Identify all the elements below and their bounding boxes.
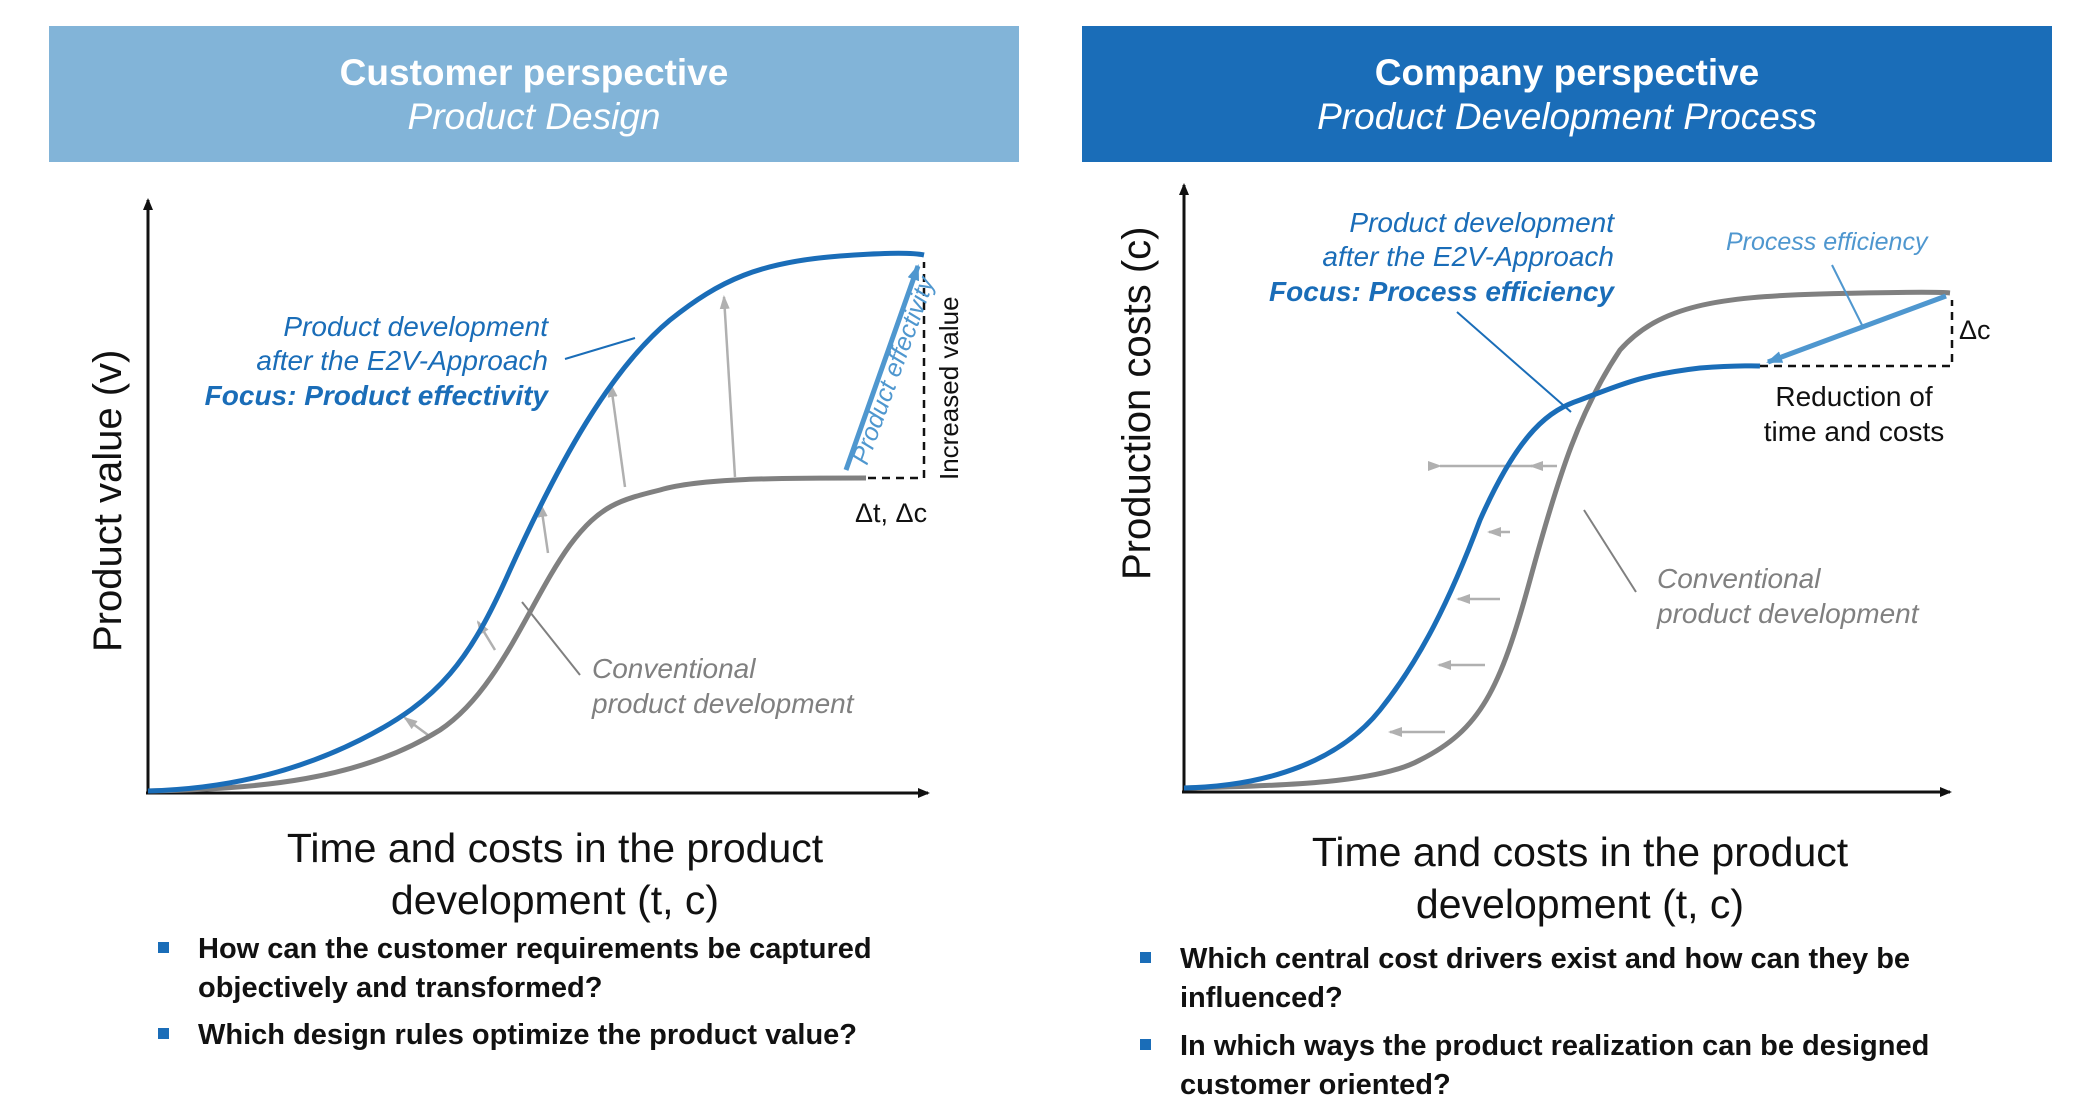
- x-axis-label: Time and costs in the product developmen…: [230, 822, 880, 926]
- bullet-text: Which central cost drivers exist and how…: [1180, 943, 1911, 1014]
- bullet-item: Which design rules optimize the product …: [158, 1016, 978, 1055]
- conventional-label-line1: Conventional: [1657, 563, 1821, 594]
- conventional-leader-line: [521, 601, 581, 676]
- reduction-label-line1: Reduction of: [1775, 381, 1932, 412]
- process-efficiency-arrow: [1766, 293, 1947, 365]
- shift-arrow: [719, 295, 737, 478]
- bullet-square-icon: [158, 942, 169, 953]
- e2v-label-line1: Product development: [1349, 207, 1615, 238]
- shift-arrow: [607, 383, 627, 488]
- shift-arrow: [403, 716, 429, 737]
- e2v-label-line1: Product development: [283, 311, 549, 342]
- conventional-label-line2: product development: [1656, 598, 1920, 629]
- delta-label: Δt, Δc: [855, 498, 927, 528]
- header-title: Customer perspective: [339, 52, 729, 93]
- bullet-square-icon: [1140, 1039, 1151, 1050]
- bullet-text: Which design rules optimize the product …: [198, 1019, 858, 1051]
- y-axis-label: Production costs (c): [1115, 227, 1159, 580]
- bullet-square-icon: [158, 1028, 169, 1039]
- conventional-curve: [147, 475, 867, 794]
- shift-arrow: [537, 503, 550, 554]
- delta-label: Δc: [1959, 315, 1991, 345]
- conventional-label-line2: product development: [591, 688, 855, 719]
- conventional-leader-line: [1583, 509, 1637, 593]
- e2v-label-line2: after the E2V-Approach: [256, 345, 548, 376]
- y-axis-label: Product value (v): [86, 350, 130, 652]
- customer-perspective-panel: Customer perspective Product Design: [0, 0, 1019, 1098]
- bullet-item: In which ways the product realization ca…: [1140, 1027, 2010, 1105]
- header-subtitle: Product Design: [407, 96, 661, 137]
- conventional-curve: [1183, 289, 1951, 791]
- delta-dashed-bracket: [1760, 300, 1954, 368]
- customer-perspective-header: Customer perspective Product Design: [49, 26, 1019, 162]
- x-axis-label-line1: Time and costs in the product: [1311, 829, 1849, 875]
- bullet-text: In which ways the product realization ca…: [1180, 1030, 1930, 1101]
- increased-value-label: Increased value: [934, 296, 964, 480]
- conventional-label-line1: Conventional: [592, 653, 756, 684]
- production-costs-diagram: Production costs (c) Product development…: [1115, 183, 1991, 797]
- e2v-label-line2: after the E2V-Approach: [1322, 241, 1614, 272]
- x-axis-label-line1: Time and costs in the product: [286, 825, 824, 871]
- process-efficiency-label: Process efficiency: [1726, 228, 1929, 256]
- bullet-text: How can the customer requirements be cap…: [198, 933, 872, 1004]
- bullet-square-icon: [1140, 952, 1151, 963]
- product-effectivity-arrow: [843, 264, 921, 471]
- reduction-label-line2: time and costs: [1764, 416, 1945, 447]
- product-value-diagram: Product value (v) Product development af…: [86, 198, 964, 798]
- header-subtitle: Product Development Process: [1317, 96, 1817, 137]
- company-perspective-panel: Company perspective Product Development …: [1040, 0, 2052, 1101]
- x-axis-label: Time and costs in the product developmen…: [1255, 826, 1905, 930]
- bullet-item: Which central cost drivers exist and how…: [1140, 940, 2010, 1018]
- e2v-focus-label: Focus: Product effectivity: [205, 380, 550, 411]
- x-axis-label-line2: development (t, c): [1415, 881, 1745, 927]
- process-efficiency-leader: [1831, 264, 1863, 326]
- e2v-focus-label: Focus: Process efficiency: [1269, 276, 1615, 307]
- x-axis-label-line2: development (t, c): [390, 877, 720, 923]
- e2v-curve: [1183, 363, 1761, 791]
- delta-dashed-bracket: [868, 262, 926, 480]
- product-effectivity-label: Product effectivity: [846, 272, 940, 468]
- bullet-item: How can the customer requirements be cap…: [158, 930, 978, 1008]
- company-perspective-header: Company perspective Product Development …: [1082, 26, 2052, 162]
- e2v-leader-line: [1456, 311, 1572, 413]
- header-title: Company perspective: [1374, 52, 1760, 93]
- e2v-curve: [147, 250, 925, 794]
- e2v-leader-line: [564, 337, 636, 360]
